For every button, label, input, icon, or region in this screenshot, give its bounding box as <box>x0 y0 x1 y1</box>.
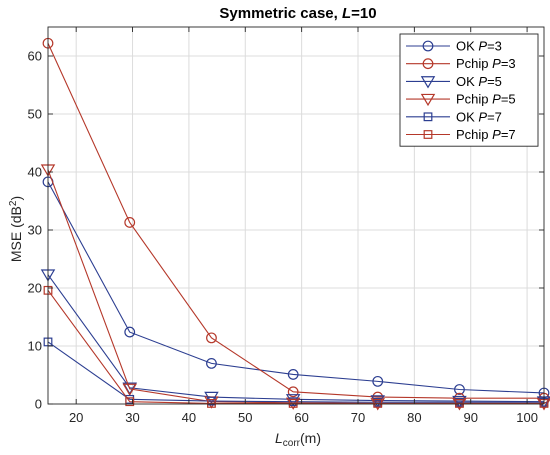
series-line <box>47 341 544 403</box>
legend-marker <box>423 112 433 122</box>
legend-label: Pchip P=3 <box>456 56 516 71</box>
data-point <box>207 399 216 408</box>
data-point <box>455 399 464 408</box>
axes-box <box>47 26 545 405</box>
series-group <box>40 37 550 411</box>
legend-entry: OK P=7 <box>406 109 502 124</box>
chart-title: Symmetric case, L=10 <box>219 5 376 22</box>
x-tick-label: 60 <box>294 410 308 425</box>
x-tick-label: 30 <box>125 410 139 425</box>
data-point <box>454 384 465 395</box>
series-ok-p-3 <box>42 176 550 399</box>
x-tick-label: 80 <box>407 410 421 425</box>
data-point <box>370 395 385 408</box>
x-tick-label: 40 <box>182 410 196 425</box>
legend-label: Pchip P=5 <box>456 92 516 107</box>
legend-entry: Pchip P=3 <box>406 56 516 71</box>
legend-marker <box>420 93 436 107</box>
legend-marker <box>422 40 434 52</box>
legend-marker <box>422 58 434 70</box>
data-point <box>372 375 384 387</box>
legend-label: OK P=7 <box>456 109 502 124</box>
y-tick-label: 40 <box>28 165 42 180</box>
data-point <box>124 217 136 228</box>
data-point <box>124 326 136 338</box>
legend: OK P=3 Pchip P=3 OK P=5 Pchip P=5 OK P=7 Pchi… <box>399 33 539 147</box>
y-tick-label: 10 <box>28 339 42 354</box>
series-line <box>47 289 544 404</box>
legend-entry: OK P=3 <box>406 39 502 54</box>
series-line <box>47 181 545 394</box>
legend-label: OK P=5 <box>456 74 502 89</box>
y-axis-label: MSE (dB2) <box>8 196 24 262</box>
y-tick-label: 60 <box>28 49 42 64</box>
y-tick-label: 30 <box>28 223 42 238</box>
x-tick-label: 70 <box>351 410 365 425</box>
legend-marker <box>420 76 436 89</box>
legend-entry: OK P=5 <box>406 74 502 89</box>
data-point <box>288 399 298 408</box>
legend-entry: Pchip P=7 <box>406 127 516 142</box>
data-point <box>125 397 135 407</box>
x-tick-label: 50 <box>238 410 252 425</box>
legend-entry: Pchip P=5 <box>406 92 516 107</box>
x-axis-label: Lcorr(m) <box>275 430 321 449</box>
y-tick-label: 0 <box>35 397 42 412</box>
legend-label: Pchip P=7 <box>456 127 516 142</box>
x-tick-label: 100 <box>516 410 538 425</box>
data-point <box>287 386 299 398</box>
x-tick-label: 90 <box>463 410 477 425</box>
data-point <box>287 369 299 380</box>
data-point <box>206 332 217 344</box>
axes <box>47 26 545 405</box>
legend-box <box>399 33 539 147</box>
tick-labels: 20 30 40 50 60 70 80 90 100 0 10 20 30 40 50 60 <box>28 49 538 426</box>
legend-label: OK P=3 <box>456 39 502 54</box>
y-tick-label: 20 <box>28 281 42 296</box>
data-point <box>122 383 137 396</box>
data-point <box>373 399 383 408</box>
y-tick-label: 50 <box>28 107 42 122</box>
legend-marker <box>423 130 433 139</box>
data-point <box>206 358 217 369</box>
x-tick-label: 20 <box>69 410 83 425</box>
